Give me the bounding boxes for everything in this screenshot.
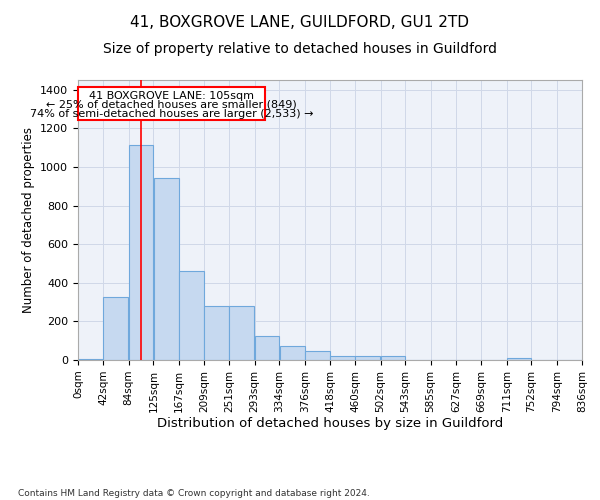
Bar bbox=[330, 356, 355, 360]
Text: 41 BOXGROVE LANE: 105sqm: 41 BOXGROVE LANE: 105sqm bbox=[89, 91, 254, 101]
Bar bbox=[305, 352, 330, 360]
Bar bbox=[103, 297, 128, 360]
Bar bbox=[255, 336, 279, 360]
Bar bbox=[129, 144, 153, 360]
Text: Size of property relative to detached houses in Guildford: Size of property relative to detached ho… bbox=[103, 42, 497, 56]
Text: ← 25% of detached houses are smaller (849): ← 25% of detached houses are smaller (84… bbox=[46, 100, 297, 110]
Bar bbox=[381, 356, 405, 360]
FancyBboxPatch shape bbox=[78, 87, 265, 120]
Bar bbox=[507, 358, 531, 360]
Text: 41, BOXGROVE LANE, GUILDFORD, GU1 2TD: 41, BOXGROVE LANE, GUILDFORD, GU1 2TD bbox=[131, 15, 470, 30]
Bar bbox=[78, 359, 103, 360]
Bar bbox=[204, 306, 229, 360]
Text: Contains HM Land Registry data © Crown copyright and database right 2024.: Contains HM Land Registry data © Crown c… bbox=[18, 488, 370, 498]
Bar bbox=[355, 356, 380, 360]
Bar bbox=[154, 178, 179, 360]
Y-axis label: Number of detached properties: Number of detached properties bbox=[22, 127, 35, 313]
Bar bbox=[280, 346, 305, 360]
X-axis label: Distribution of detached houses by size in Guildford: Distribution of detached houses by size … bbox=[157, 418, 503, 430]
Bar bbox=[179, 271, 204, 360]
Text: 74% of semi-detached houses are larger (2,533) →: 74% of semi-detached houses are larger (… bbox=[29, 108, 313, 118]
Bar bbox=[229, 306, 254, 360]
